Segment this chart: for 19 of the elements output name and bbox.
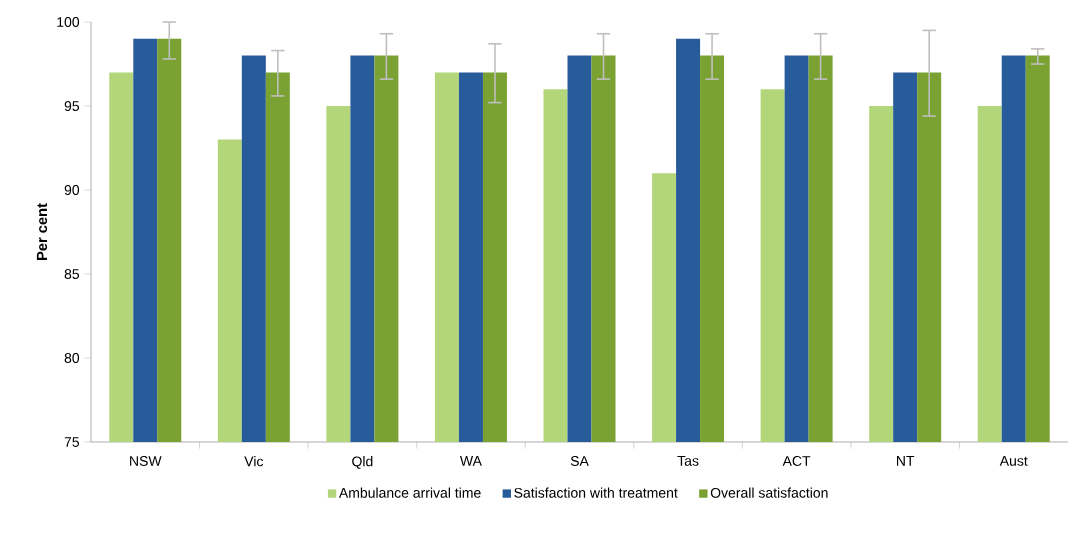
- x-tick-label: NT: [896, 456, 915, 466]
- y-tick-label: 85: [64, 269, 80, 279]
- x-tick-label: ACT: [782, 456, 811, 466]
- x-tick-label: Tas: [677, 456, 699, 466]
- x-tick-label: Aust: [999, 456, 1028, 466]
- y-tick-label: 95: [64, 101, 80, 111]
- x-tick-label: SA: [570, 456, 589, 466]
- y-tick-label: 90: [64, 185, 80, 195]
- x-tick-label: WA: [460, 456, 482, 466]
- x-tick-label: Vic: [244, 456, 264, 467]
- y-tick-label: 100: [57, 17, 80, 27]
- x-tick-label: Qld: [352, 456, 373, 469]
- y-axis-title: Per cent: [36, 203, 48, 260]
- legend-label: Ambulance arrival time: [338, 487, 481, 498]
- y-tick-label: 80: [64, 353, 80, 363]
- y-tick-label: 75: [64, 437, 80, 447]
- legend-label: Satisfaction with treatment: [514, 487, 678, 498]
- legend-label: Overall satisfaction: [710, 487, 828, 498]
- x-tick-label: NSW: [130, 456, 162, 466]
